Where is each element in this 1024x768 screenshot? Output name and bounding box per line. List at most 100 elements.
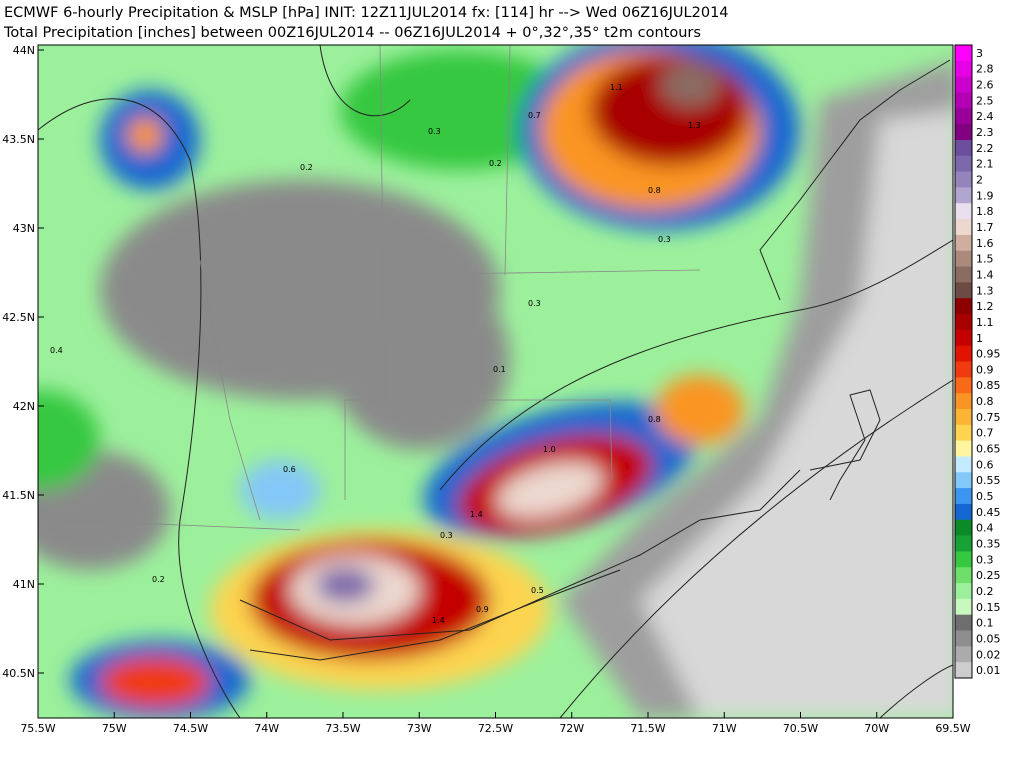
colorbar-swatch <box>955 551 972 568</box>
lat-label: 44N <box>13 44 35 57</box>
lon-label: 71.5W <box>630 722 665 735</box>
colorbar-swatch <box>955 567 972 584</box>
colorbar-swatch <box>955 139 972 157</box>
contour-label: 0.6 <box>283 465 296 474</box>
colorbar-label: 1.1 <box>976 316 994 329</box>
contour-label: 0.2 <box>300 163 313 172</box>
colorbar-label: 1.2 <box>976 300 994 313</box>
colorbar-label: 0.01 <box>976 664 1001 677</box>
colorbar-label: 0.2 <box>976 585 994 598</box>
colorbar-swatch <box>955 219 972 236</box>
colorbar-swatch <box>955 519 972 537</box>
colorbar-swatch <box>955 393 972 410</box>
contour-label: 0.8 <box>648 415 661 424</box>
colorbar-label: 0.7 <box>976 427 994 440</box>
colorbar-swatch <box>955 456 972 473</box>
lon-label: 72W <box>559 722 584 735</box>
colorbar-swatch <box>955 60 972 78</box>
colorbar-swatch <box>955 76 972 93</box>
lon-label: 75W <box>102 722 127 735</box>
colorbar-label: 2.3 <box>976 126 994 139</box>
colorbar-swatch <box>955 250 972 268</box>
contour-label: 0.8 <box>648 186 661 195</box>
colorbar-swatch <box>955 171 972 188</box>
colorbar-label: 1.5 <box>976 253 994 266</box>
map-area <box>38 45 953 718</box>
colorbar-swatch <box>955 472 972 489</box>
contour-label: 0.7 <box>528 111 541 120</box>
colorbar-label: 0.8 <box>976 395 994 408</box>
colorbar-label: 0.1 <box>976 617 994 630</box>
colorbar-swatch <box>955 187 972 204</box>
contour-label: 1.4 <box>432 616 445 625</box>
colorbar-swatch <box>955 377 972 394</box>
colorbar-swatch <box>955 282 972 299</box>
colorbar-swatch <box>955 155 972 173</box>
overlay: 44N 43.5N 43N 42.5N 42N 41.5N 41N 40.5N 75.5W 75W… <box>2 44 1000 735</box>
lon-label: 70W <box>864 722 889 735</box>
colorbar-label: 0.05 <box>976 632 1001 645</box>
colorbar-label: 1.9 <box>976 189 994 202</box>
colorbar-swatch <box>955 92 972 109</box>
contour-label: 1.1 <box>610 83 623 92</box>
colorbar-swatch <box>955 614 972 632</box>
colorbar-swatch <box>955 646 972 663</box>
lon-label: 74W <box>254 722 279 735</box>
colorbar-label: 1 <box>976 332 983 345</box>
lon-label: 75.5W <box>20 722 55 735</box>
colorbar-label: 0.75 <box>976 411 1001 424</box>
colorbar-label: 2.5 <box>976 94 994 107</box>
colorbar-swatch <box>955 203 972 220</box>
colorbar-label: 3 <box>976 47 983 60</box>
colorbar-label: 2.1 <box>976 158 994 171</box>
colorbar-label: 0.6 <box>976 458 994 471</box>
lon-label: 73W <box>407 722 432 735</box>
colorbar-swatch <box>955 662 972 679</box>
contour-label: 0.3 <box>428 127 441 136</box>
colorbar-label: 0.02 <box>976 648 1001 661</box>
contour-label: 0.3 <box>528 299 541 308</box>
colorbar-label: 2 <box>976 174 983 187</box>
contour-label: 1.4 <box>470 510 483 519</box>
lon-label: 72.5W <box>478 722 513 735</box>
colorbar-swatch <box>955 298 972 315</box>
colorbar-label: 0.35 <box>976 537 1001 550</box>
lat-label: 41.5N <box>2 489 35 502</box>
lon-label: 71W <box>712 722 737 735</box>
colorbar-label: 1.6 <box>976 237 994 250</box>
colorbar-label: 0.9 <box>976 363 994 376</box>
colorbar-label: 0.5 <box>976 490 994 503</box>
contour-label: 1.0 <box>543 445 556 454</box>
colorbar-label: 0.15 <box>976 601 1001 614</box>
lon-label: 70.5W <box>783 722 818 735</box>
lat-label: 41N <box>13 578 35 591</box>
colorbar-label: 0.95 <box>976 348 1001 361</box>
colorbar-swatch <box>955 108 972 125</box>
colorbar-label: 2.4 <box>976 110 994 123</box>
colorbar-frame <box>954 44 973 679</box>
lat-label: 40.5N <box>2 667 35 680</box>
colorbar-swatch <box>955 630 972 647</box>
contour-label: 0.1 <box>493 365 506 374</box>
lon-label: 73.5W <box>325 722 360 735</box>
lat-label: 43N <box>13 222 35 235</box>
header-line-1: ECMWF 6-hourly Precipitation & MSLP [hPa… <box>4 5 729 21</box>
colorbar-swatch <box>955 535 972 552</box>
colorbar-swatch <box>955 583 972 600</box>
colorbar-label: 2.8 <box>976 63 994 76</box>
colorbar-swatch <box>955 266 972 283</box>
lat-label: 42N <box>13 400 35 413</box>
colorbar-swatch <box>955 345 972 362</box>
contour-label: 0.9 <box>476 605 489 614</box>
contour-label: 0.5 <box>531 586 544 595</box>
contour-label: 0.4 <box>50 346 63 355</box>
colorbar-label: 0.25 <box>976 569 1001 582</box>
colorbar-swatch <box>955 488 972 505</box>
contour-label: 0.2 <box>489 159 502 168</box>
colorbar-label: 2.6 <box>976 79 994 92</box>
colorbar-swatch <box>955 234 972 252</box>
colorbar-swatch <box>955 408 972 426</box>
contour-label: 1.3 <box>688 121 701 130</box>
colorbar-label: 1.3 <box>976 284 994 297</box>
